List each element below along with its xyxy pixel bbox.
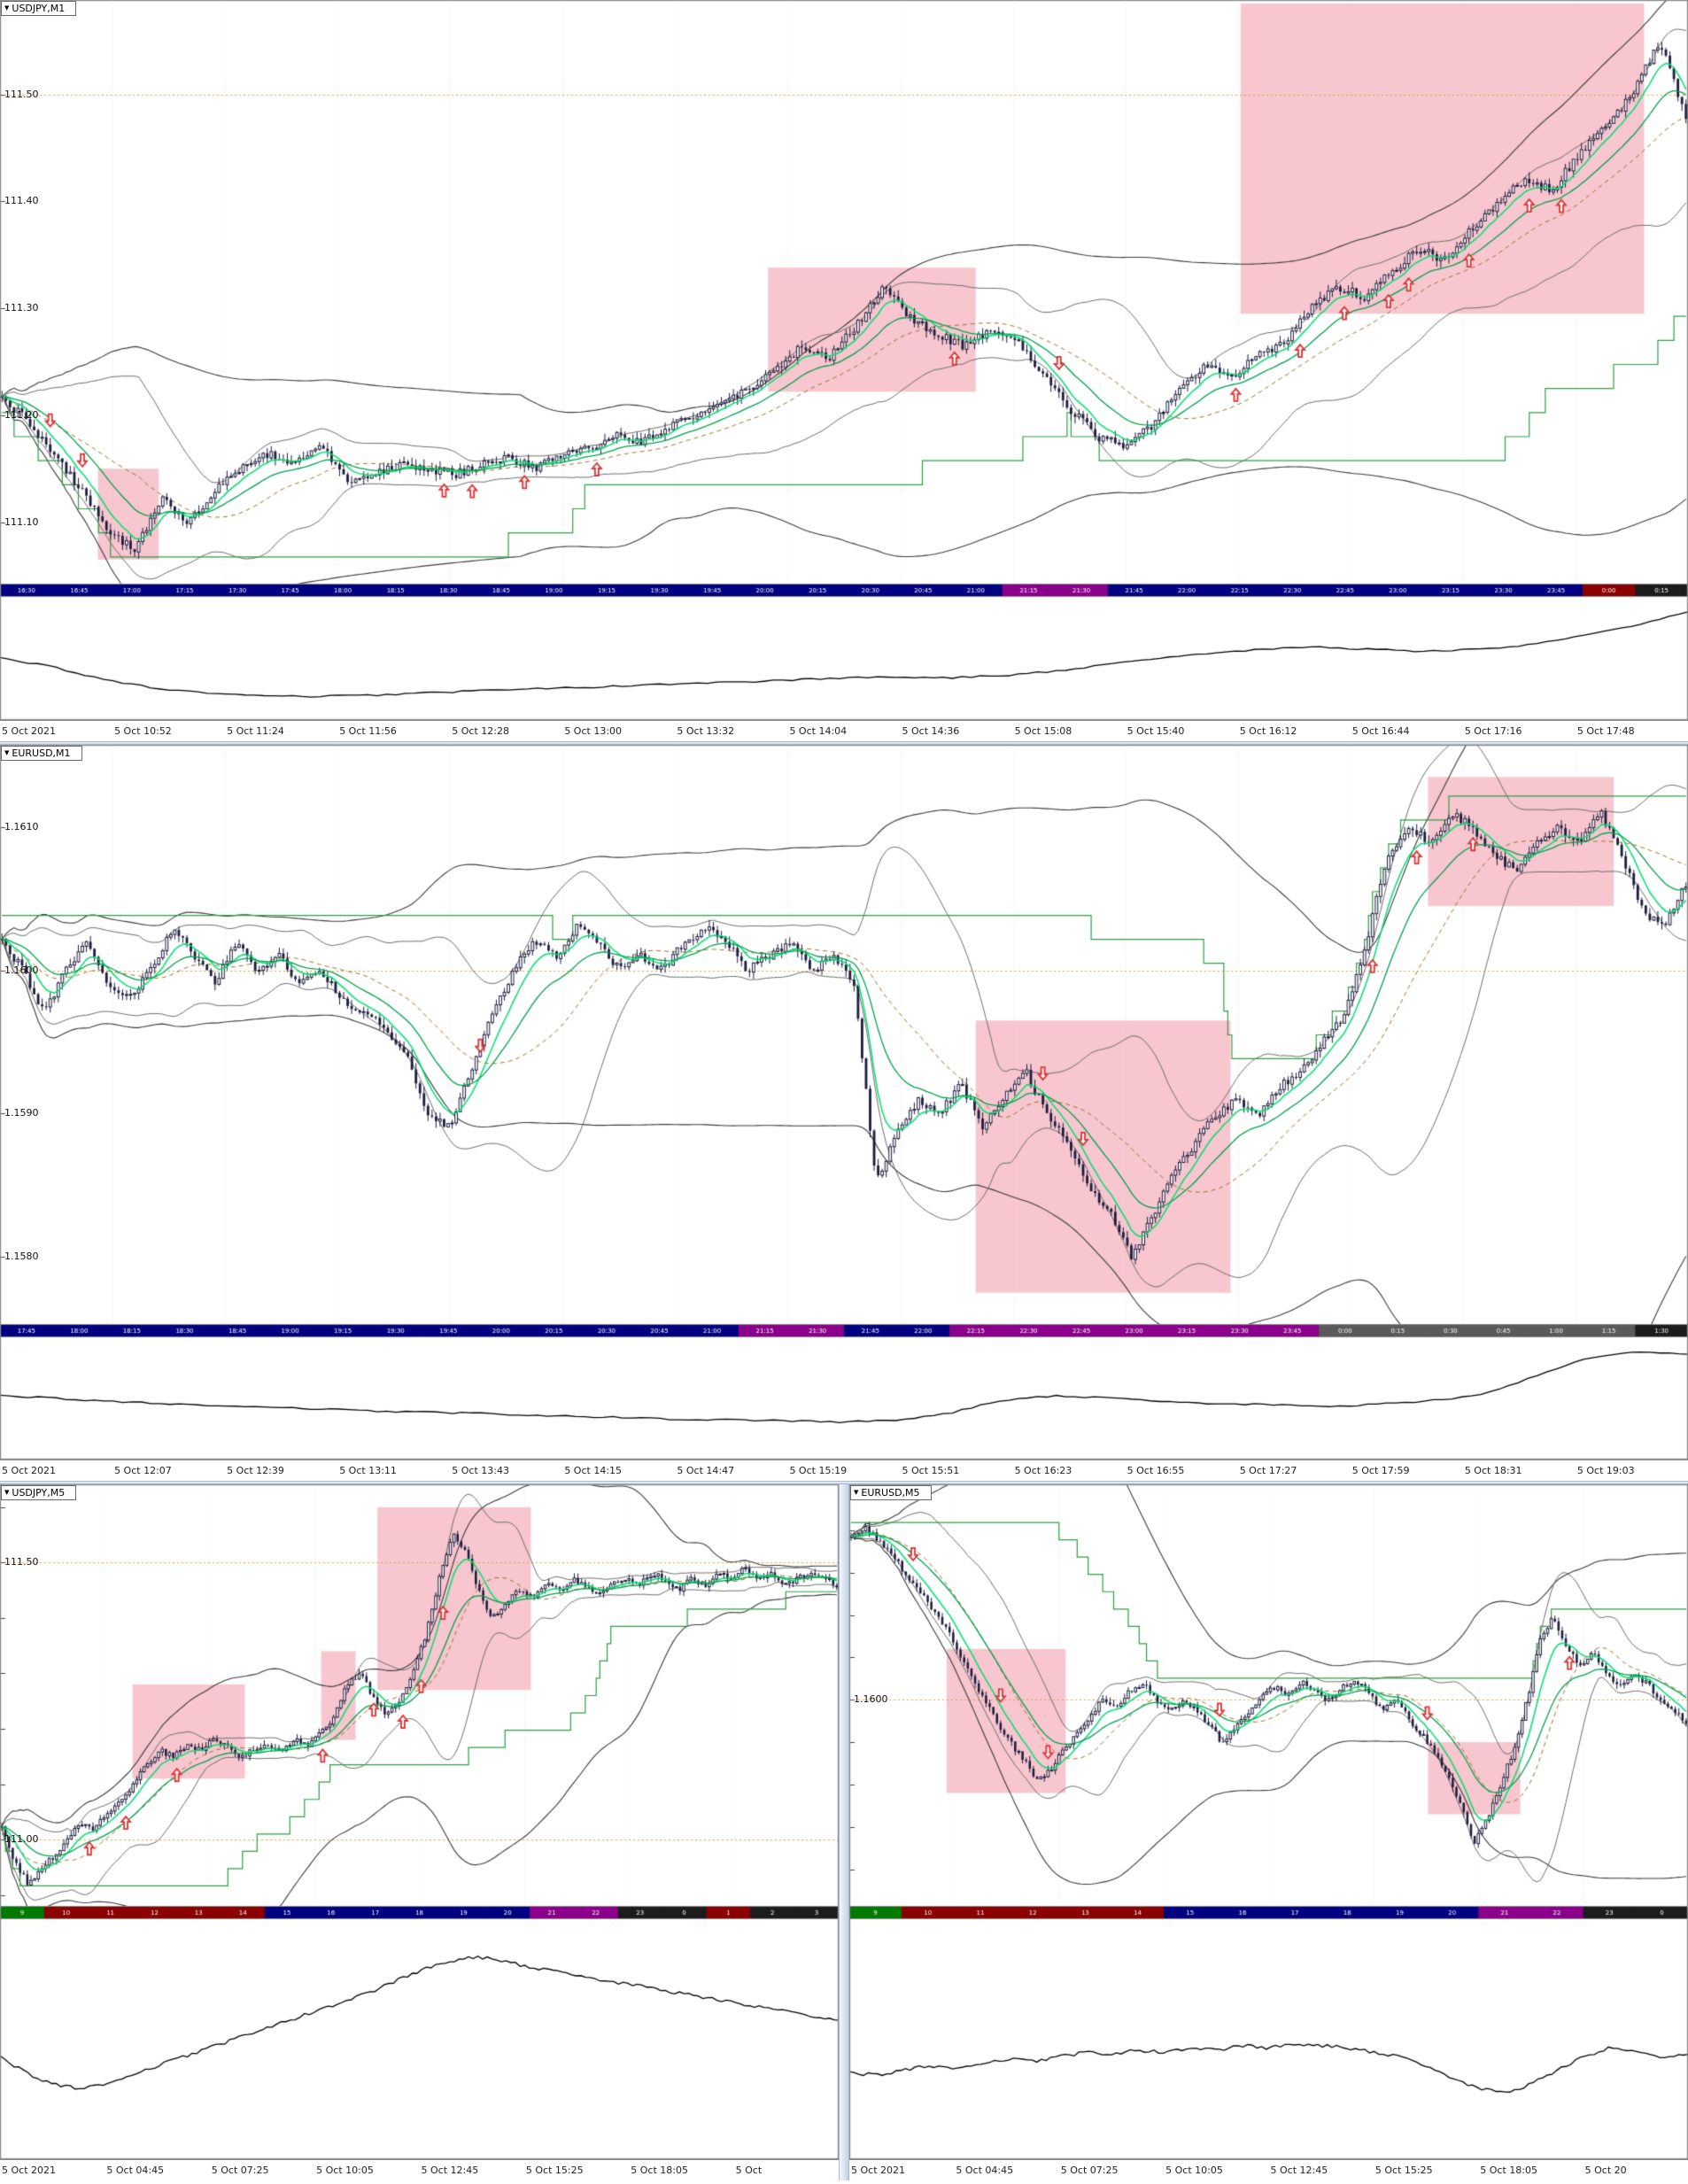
date-label: 5 Oct 12:45 bbox=[421, 2165, 479, 2176]
date-label: 5 Oct 15:08 bbox=[1014, 725, 1072, 737]
date-label: 5 Oct 2021 bbox=[2, 1465, 57, 1476]
price-label: 111.30 bbox=[4, 302, 39, 314]
date-label: 5 Oct 16:55 bbox=[1127, 1465, 1185, 1476]
date-label: 5 Oct 07:25 bbox=[1060, 2165, 1119, 2176]
price-label: 1.1610 bbox=[4, 820, 39, 833]
date-label: 5 Oct 16:44 bbox=[1351, 725, 1410, 737]
date-label: 5 Oct 12:45 bbox=[1270, 2165, 1328, 2176]
time-axis-eurusd-m1[interactable]: 5 Oct 2021 5 Oct 12:07 5 Oct 12:39 5 Oct 13… bbox=[0, 1460, 1688, 1481]
chevron-down-icon: ▼ bbox=[4, 749, 10, 756]
price-label: 111.10 bbox=[4, 515, 39, 528]
date-label: 5 Oct 07:25 bbox=[211, 2165, 269, 2176]
price-label: 1.1600 bbox=[854, 1693, 888, 1706]
date-label: 5 Oct 11:56 bbox=[339, 725, 397, 737]
date-label: 5 Oct 04:45 bbox=[956, 2165, 1014, 2176]
symbol-chip-eurusd-m1[interactable]: ▼ EURUSD,M1 bbox=[1, 746, 82, 761]
date-label: 5 Oct 16:23 bbox=[1014, 1465, 1072, 1476]
date-label: 5 Oct 12:39 bbox=[227, 1465, 284, 1476]
time-axis-usdjpy-m1[interactable]: 5 Oct 2021 5 Oct 10:52 5 Oct 11:24 5 Oct 11… bbox=[0, 720, 1688, 741]
date-label: 5 Oct 14:47 bbox=[677, 1465, 735, 1476]
date-label: 5 Oct 14:04 bbox=[789, 725, 848, 737]
date-label: 5 Oct 17:16 bbox=[1464, 725, 1522, 737]
date-label: 5 Oct 16:12 bbox=[1239, 725, 1297, 737]
price-label: 111.50 bbox=[4, 88, 39, 100]
date-label: 5 Oct 14:15 bbox=[564, 1465, 623, 1476]
date-label: 5 Oct 18:05 bbox=[631, 2165, 688, 2176]
chevron-down-icon: ▼ bbox=[4, 1489, 10, 1496]
symbol-label: USDJPY,M1 bbox=[12, 3, 66, 14]
date-label: 5 Oct 17:48 bbox=[1576, 725, 1635, 737]
price-label: 111.40 bbox=[4, 195, 39, 207]
usdjpy-m5-chart-canvas[interactable] bbox=[0, 1484, 839, 2159]
date-label: 5 Oct 10:05 bbox=[316, 2165, 374, 2176]
date-label: 5 Oct 15:19 bbox=[789, 1465, 848, 1476]
date-label: 5 Oct 10:52 bbox=[114, 725, 172, 737]
date-label: 5 Oct 19:03 bbox=[1576, 1465, 1635, 1476]
date-label: 5 Oct 18:05 bbox=[1480, 2165, 1537, 2176]
chevron-down-icon: ▼ bbox=[854, 1489, 859, 1496]
date-label: 5 Oct 12:07 bbox=[114, 1465, 172, 1476]
date-label: 5 Oct 2021 bbox=[851, 2165, 906, 2176]
symbol-chip-usdjpy-m5[interactable]: ▼ USDJPY,M5 bbox=[1, 1485, 77, 1500]
symbol-label: EURUSD,M5 bbox=[861, 1487, 920, 1499]
date-label: 5 Oct 11:24 bbox=[227, 725, 284, 737]
chart-panel-usdjpy-m5: ▼ USDJPY,M5 111.50 111.00 5 Oct 2021 5 Oct… bbox=[0, 1484, 839, 2180]
date-label: 5 Oct 2021 bbox=[2, 725, 57, 737]
date-label: 5 Oct 15:25 bbox=[1374, 2165, 1433, 2176]
symbol-label: USDJPY,M5 bbox=[12, 1487, 66, 1499]
chart-panel-eurusd-m1: ▼ EURUSD,M1 1.1610 1.1600 1.1590 1.1580 5 O… bbox=[0, 745, 1688, 1481]
eurusd-m5-chart-canvas[interactable] bbox=[849, 1484, 1688, 2159]
date-label: 5 Oct 13:00 bbox=[564, 725, 623, 737]
date-label: 5 Oct 04:45 bbox=[106, 2165, 165, 2176]
date-label: 5 Oct 13:11 bbox=[339, 1465, 397, 1476]
date-label: 5 Oct 10:05 bbox=[1165, 2165, 1223, 2176]
date-label: 5 Oct 13:43 bbox=[452, 1465, 509, 1476]
chart-panel-usdjpy-m1: ▼ USDJPY,M1 111.50 111.40 111.30 111.20 111.… bbox=[0, 0, 1688, 741]
date-label: 5 Oct 14:36 bbox=[902, 725, 960, 737]
time-axis-usdjpy-m5[interactable]: 5 Oct 2021 5 Oct 04:45 5 Oct 07:25 5 Oct 10… bbox=[0, 2159, 839, 2180]
horizontal-splitter[interactable] bbox=[0, 1481, 1688, 1484]
price-label: 111.00 bbox=[4, 1833, 39, 1846]
price-label: 1.1600 bbox=[4, 964, 39, 976]
date-label: 5 Oct 15:40 bbox=[1127, 725, 1185, 737]
date-label: 5 Oct 12:28 bbox=[452, 725, 509, 737]
date-label: 5 Oct 2021 bbox=[2, 2165, 57, 2176]
chevron-down-icon: ▼ bbox=[4, 4, 10, 12]
date-label: 5 Oct bbox=[735, 2165, 763, 2176]
horizontal-splitter[interactable] bbox=[0, 741, 1688, 745]
price-label: 111.50 bbox=[4, 1556, 39, 1568]
date-label: 5 Oct 13:32 bbox=[677, 725, 735, 737]
date-label: 5 Oct 15:25 bbox=[525, 2165, 584, 2176]
chart-panel-eurusd-m5: ▼ EURUSD,M5 1.1600 5 Oct 2021 5 Oct 04:45… bbox=[849, 1484, 1688, 2180]
price-label: 1.1580 bbox=[4, 1251, 39, 1263]
date-label: 5 Oct 17:59 bbox=[1351, 1465, 1410, 1476]
date-label: 5 Oct 20 bbox=[1584, 2165, 1627, 2176]
vertical-splitter[interactable] bbox=[839, 1484, 849, 2180]
usdjpy-m1-chart-canvas[interactable] bbox=[0, 0, 1688, 720]
symbol-label: EURUSD,M1 bbox=[12, 747, 71, 759]
price-label: 1.1590 bbox=[4, 1107, 39, 1119]
symbol-chip-usdjpy-m1[interactable]: ▼ USDJPY,M1 bbox=[1, 1, 77, 16]
price-label: 111.20 bbox=[4, 408, 39, 421]
date-label: 5 Oct 17:27 bbox=[1239, 1465, 1297, 1476]
eurusd-m1-chart-canvas[interactable] bbox=[0, 745, 1688, 1460]
date-label: 5 Oct 18:31 bbox=[1464, 1465, 1522, 1476]
symbol-chip-eurusd-m5[interactable]: ▼ EURUSD,M5 bbox=[850, 1485, 932, 1500]
date-label: 5 Oct 15:51 bbox=[902, 1465, 960, 1476]
time-axis-eurusd-m5[interactable]: 5 Oct 2021 5 Oct 04:45 5 Oct 07:25 5 Oct 10… bbox=[849, 2159, 1688, 2180]
